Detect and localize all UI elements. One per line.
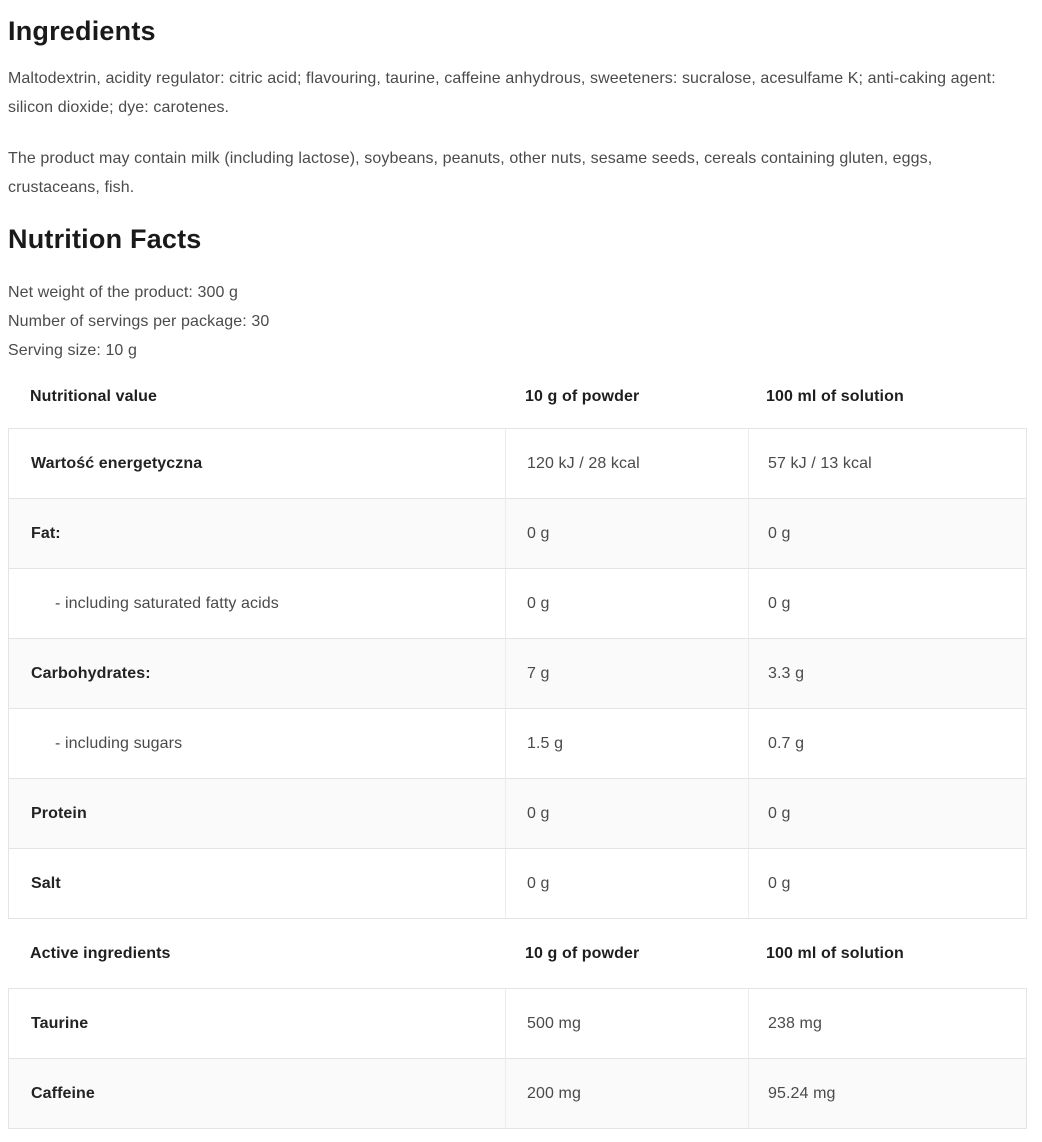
package-info: Net weight of the product: 300 g Number … [8, 278, 1027, 365]
solution-value: 3.3 g [748, 639, 1026, 708]
row-taurine: Taurine 500 mg 238 mg [9, 989, 1026, 1059]
row-energy: Wartość energetyczna 120 kJ / 28 kcal 57… [9, 429, 1026, 499]
active-ingredients-header: Active ingredients 10 g of powder 100 ml… [8, 919, 1027, 988]
servings-per-package-line: Number of servings per package: 30 [8, 313, 270, 330]
ingredients-composition-text: Maltodextrin, acidity regulator: citric … [8, 70, 996, 116]
row-fat: Fat: 0 g 0 g [9, 499, 1026, 569]
nutrient-label: Fat: [31, 524, 61, 542]
header-powder-column: 10 g of powder [525, 945, 640, 962]
row-sugars: - including sugars 1.5 g 0.7 g [9, 709, 1026, 779]
row-protein: Protein 0 g 0 g [9, 779, 1026, 849]
nutrition-table: Wartość energetyczna 120 kJ / 28 kcal 57… [8, 428, 1027, 919]
powder-value: 0 g [505, 499, 748, 568]
nutrient-label: Wartość energetyczna [31, 454, 203, 472]
nutrition-table-header: Nutritional value 10 g of powder 100 ml … [8, 365, 1027, 428]
header-solution-column: 100 ml of solution [766, 388, 904, 405]
nutrient-label: Taurine [31, 1014, 89, 1032]
powder-value: 1.5 g [505, 709, 748, 778]
nutrient-label: Caffeine [31, 1084, 95, 1102]
solution-value: 238 mg [748, 989, 1026, 1058]
serving-size-line: Serving size: 10 g [8, 342, 137, 359]
header-nutritional-value: Nutritional value [30, 388, 158, 405]
powder-value: 0 g [505, 849, 748, 918]
solution-value: 0.7 g [748, 709, 1026, 778]
solution-value: 0 g [748, 569, 1026, 638]
header-powder-column: 10 g of powder [525, 388, 640, 405]
solution-value: 0 g [748, 779, 1026, 848]
solution-value: 0 g [748, 849, 1026, 918]
row-caffeine: Caffeine 200 mg 95.24 mg [9, 1059, 1026, 1129]
powder-value: 200 mg [505, 1059, 748, 1128]
powder-value: 7 g [505, 639, 748, 708]
nutrition-facts-title: Nutrition Facts [8, 224, 202, 254]
header-active-ingredients: Active ingredients [30, 945, 171, 962]
nutrient-label: - including saturated fatty acids [55, 594, 279, 612]
nutrient-label: Carbohydrates: [31, 664, 151, 682]
powder-value: 120 kJ / 28 kcal [505, 429, 748, 498]
ingredients-title: Ingredients [8, 16, 156, 46]
powder-value: 500 mg [505, 989, 748, 1058]
nutrient-label: Protein [31, 804, 87, 822]
header-solution-column: 100 ml of solution [766, 945, 904, 962]
nutrient-label: - including sugars [55, 734, 183, 752]
solution-value: 0 g [748, 499, 1026, 568]
solution-value: 95.24 mg [748, 1059, 1026, 1128]
row-saturated-fatty-acids: - including saturated fatty acids 0 g 0 … [9, 569, 1026, 639]
allergen-warning-text: The product may contain milk (including … [8, 150, 933, 196]
row-carbohydrates: Carbohydrates: 7 g 3.3 g [9, 639, 1026, 709]
powder-value: 0 g [505, 779, 748, 848]
row-salt: Salt 0 g 0 g [9, 849, 1026, 919]
net-weight-line: Net weight of the product: 300 g [8, 284, 239, 301]
solution-value: 57 kJ / 13 kcal [748, 429, 1026, 498]
powder-value: 0 g [505, 569, 748, 638]
active-ingredients-table: Taurine 500 mg 238 mg Caffeine 200 mg 95… [8, 988, 1027, 1129]
nutrient-label: Salt [31, 874, 61, 892]
